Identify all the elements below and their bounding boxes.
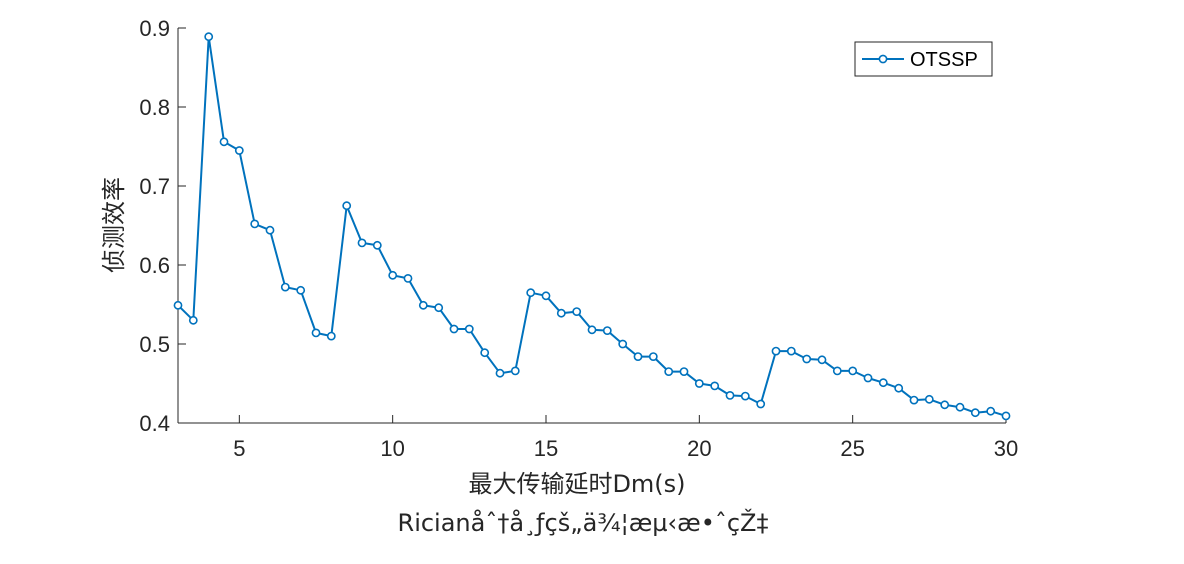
data-point (510, 366, 520, 376)
legend-marker-icon (878, 54, 888, 64)
y-tick-label: 0.8 (139, 95, 170, 120)
x-tick-label: 20 (687, 436, 711, 461)
data-point (296, 285, 306, 295)
x-tick-label: 30 (994, 436, 1018, 461)
data-point (188, 315, 198, 325)
data-point (204, 32, 214, 42)
y-tick-label: 0.6 (139, 253, 170, 278)
data-point (848, 366, 858, 376)
legend-entry-label: OTSSP (910, 49, 978, 71)
data-point (817, 355, 827, 365)
x-tick-label: 15 (534, 436, 558, 461)
ticks: 5 10 15 20 25 30 0.4 0.5 0.6 0.7 0.8 0.9 (139, 16, 1018, 461)
data-point (756, 399, 766, 409)
data-point (1001, 411, 1011, 421)
data-point (740, 391, 750, 401)
data-point (955, 402, 965, 412)
y-tick-label: 0.9 (139, 16, 170, 41)
y-axis-label: 侦测效率 (100, 177, 128, 273)
legend: OTSSP (854, 41, 993, 77)
x-tick-label: 5 (233, 436, 245, 461)
data-point (372, 240, 382, 250)
data-point (633, 352, 643, 361)
data-point (832, 366, 842, 376)
data-point (572, 307, 582, 316)
data-point (725, 390, 735, 400)
data-point (280, 282, 290, 292)
data-point (679, 367, 689, 376)
data-point (311, 328, 321, 338)
data-point (480, 348, 490, 358)
data-point (403, 273, 413, 283)
data-point (618, 339, 628, 349)
data-point (250, 219, 260, 229)
data-point (771, 346, 781, 356)
data-point (986, 406, 996, 416)
x-axis-label: 最大传输延时Dm(s) (468, 470, 685, 498)
data-point (434, 303, 444, 313)
data-point (894, 383, 904, 393)
data-point (940, 400, 950, 410)
data-point (648, 352, 658, 361)
x-tick-label: 10 (380, 436, 404, 461)
data-point (587, 325, 597, 335)
data-point (786, 346, 796, 356)
data-point (418, 300, 428, 310)
y-tick-label: 0.5 (139, 332, 170, 357)
data-point (664, 367, 674, 376)
data-point (326, 331, 336, 341)
data-point (863, 373, 873, 383)
data-point (342, 201, 352, 211)
data-point (602, 326, 612, 335)
axes (177, 28, 1006, 424)
data-point (219, 137, 229, 147)
data-point (464, 324, 474, 334)
data-point (495, 368, 505, 378)
plot-area (178, 28, 1006, 423)
y-tick-label: 0.7 (139, 174, 170, 199)
data-point (924, 394, 934, 404)
data-point (802, 354, 812, 364)
data-point (694, 379, 704, 388)
data-point (878, 378, 888, 388)
data-point (449, 324, 459, 334)
data-point (970, 408, 980, 418)
data-point (710, 381, 720, 391)
data-point (173, 300, 183, 310)
y-tick-label: 0.4 (139, 411, 170, 436)
data-point (388, 270, 398, 280)
data-point (526, 288, 536, 298)
data-point (265, 225, 275, 235)
x-tick-label: 25 (840, 436, 864, 461)
series-layer (173, 32, 1011, 421)
data-point (909, 395, 919, 405)
chart-caption: Ricianåˆ†å¸ƒçš„ä¾¦æµ‹æ•ˆçŽ‡ (398, 508, 769, 537)
data-point (541, 291, 551, 301)
data-point (234, 146, 244, 155)
data-point (357, 238, 367, 248)
data-point (556, 308, 566, 318)
